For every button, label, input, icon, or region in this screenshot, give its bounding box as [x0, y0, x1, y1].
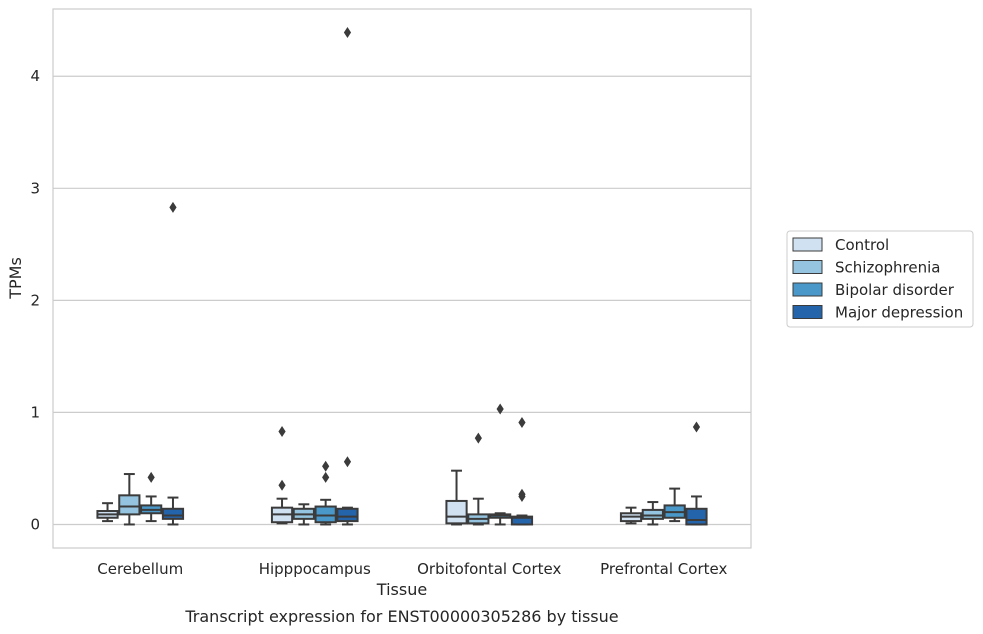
outlier-point [147, 471, 155, 483]
legend-label: Major depression [835, 304, 963, 322]
outlier-point [496, 403, 504, 415]
box-0-2 [445, 469, 468, 526]
gridlines [53, 75, 751, 526]
legend-swatch [792, 260, 823, 274]
box-0-0 [96, 502, 119, 523]
box-3-2 [510, 416, 534, 526]
outlier-point [474, 432, 482, 444]
y-tick-label: 1 [30, 403, 40, 421]
chart-caption: Transcript expression for ENST0000030528… [184, 607, 618, 626]
legend-label: Control [835, 236, 889, 254]
legend-swatch [792, 282, 823, 297]
outlier-point [518, 488, 526, 500]
box-iqr [641, 508, 664, 520]
y-tick-label: 0 [30, 515, 40, 533]
legend-swatch [792, 305, 823, 319]
box-3-3 [685, 421, 708, 526]
box-2-0 [140, 471, 163, 523]
x-tick-label: Hipppocampus [259, 560, 371, 578]
x-tick-label: Prefrontal Cortex [600, 560, 727, 578]
y-tick-labels: 0 1 2 3 4 [30, 67, 40, 533]
box-0-3 [619, 506, 643, 525]
legend-label: Bipolar disorder [835, 281, 955, 299]
box-2-1 [314, 460, 337, 526]
box-2-2 [489, 403, 512, 526]
x-tick-labels: Cerebellum Hipppocampus Orbitofontal Corte… [97, 560, 727, 578]
outlier-point [322, 460, 330, 472]
box-1-1 [292, 503, 315, 526]
box-0-1 [270, 425, 294, 525]
box-2-3 [663, 487, 686, 523]
box-iqr [118, 494, 141, 516]
box-3-0 [161, 201, 185, 526]
y-tick-label: 3 [30, 179, 40, 197]
boxes [96, 27, 708, 526]
outlier-point [692, 421, 701, 433]
outlier-point [343, 27, 352, 39]
box-1-2 [467, 432, 490, 526]
outlier-point [343, 456, 352, 468]
box-1-0 [118, 473, 141, 526]
outlier-point [322, 471, 330, 483]
box-iqr [161, 507, 185, 520]
outlier-point [518, 416, 526, 428]
legend-label: Schizophrenia [835, 259, 940, 277]
box-3-1 [336, 27, 359, 526]
outlier-point [278, 425, 286, 437]
x-axis-label: Tissue [376, 580, 427, 599]
legend-frame [786, 230, 974, 328]
x-tick-label: Orbitofontal Cortex [417, 560, 561, 578]
box-iqr [510, 515, 534, 526]
box-iqr [336, 507, 359, 523]
y-tick-label: 4 [30, 67, 40, 85]
box-iqr [685, 507, 708, 526]
y-axis-label: TPMs [6, 257, 25, 300]
plot-frame [52, 8, 752, 549]
box-iqr [445, 499, 468, 525]
y-tick-label: 2 [30, 291, 40, 309]
x-tick-label: Cerebellum [97, 560, 183, 578]
box-1-3 [641, 501, 664, 526]
legend: Control Schizophrenia Bipolar disorder Majo… [786, 230, 974, 328]
outlier-point [278, 479, 286, 491]
legend-swatch [792, 237, 823, 252]
box-iqr [314, 505, 337, 524]
outlier-point [169, 201, 177, 213]
